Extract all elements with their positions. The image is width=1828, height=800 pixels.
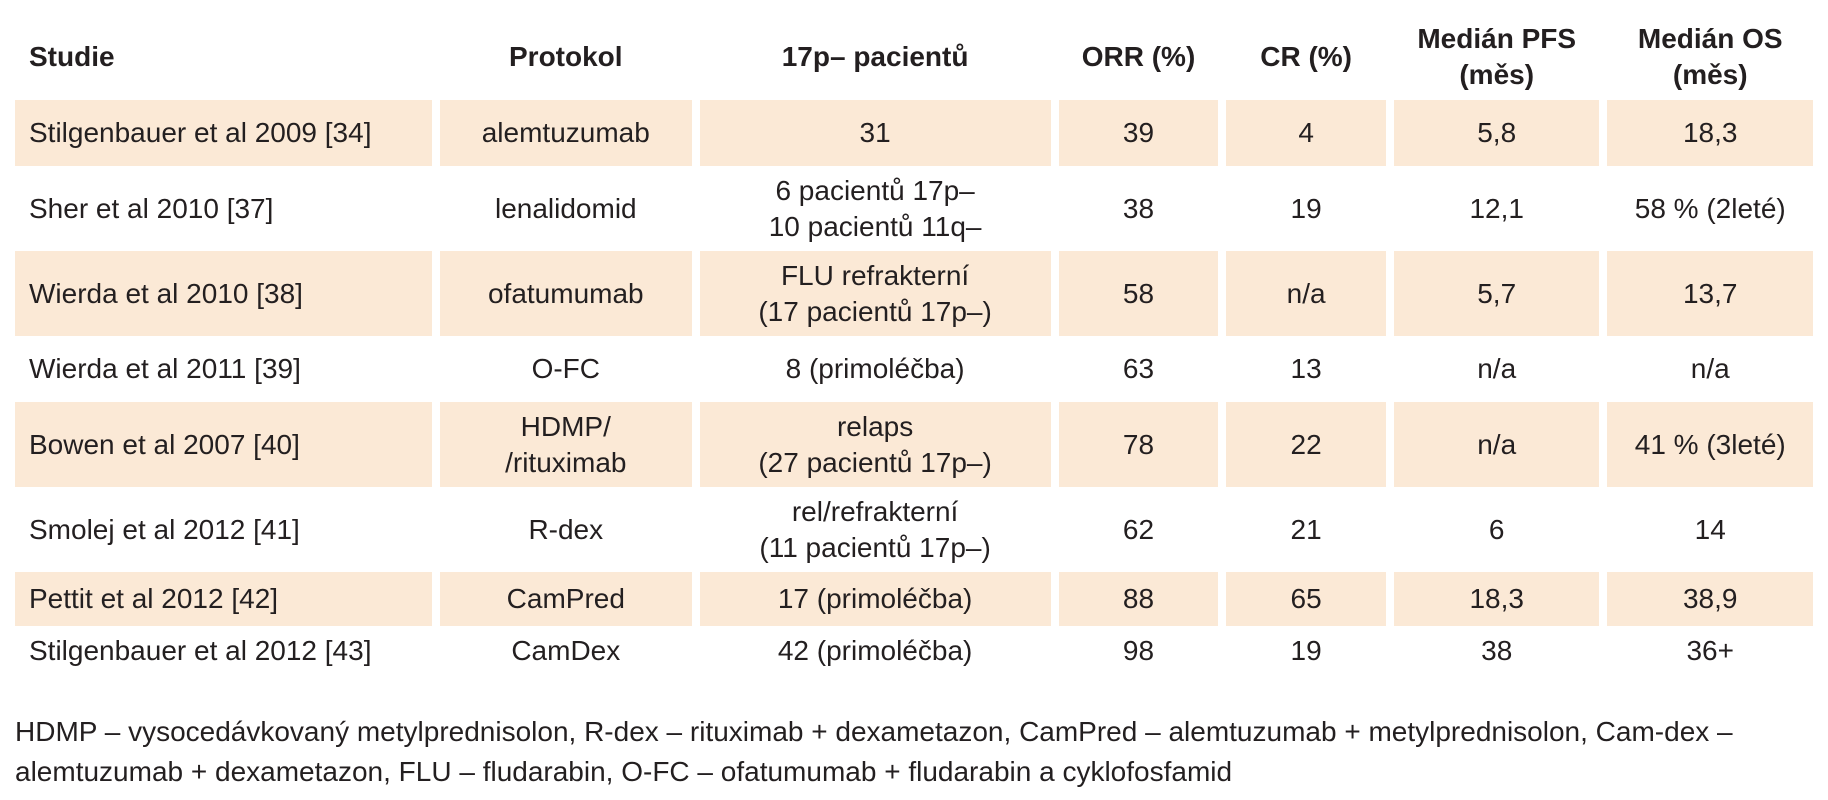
header-os: Medián OS (měs) (1607, 14, 1813, 100)
cell-pacienti: 6 pacientů 17p– 10 pacientů 11q– (699, 166, 1051, 251)
cell-os: 41 % (3leté) (1607, 402, 1813, 487)
cell-studie: Bowen et al 2007 [40] (15, 402, 433, 487)
studies-table: Studie Protokol 17p– pacientů ORR (%) CR… (15, 14, 1813, 676)
cell-cr: 13 (1226, 336, 1386, 402)
cell-studie: Pettit et al 2012 [42] (15, 572, 433, 626)
cell-pacienti: rel/refrakterní (11 pacientů 17p–) (699, 487, 1051, 572)
table-row: Bowen et al 2007 [40] HDMP//rituximab re… (15, 402, 1813, 487)
cell-studie: Stilgenbauer et al 2009 [34] (15, 100, 433, 166)
cell-pacienti: 42 (primoléčba) (699, 626, 1051, 676)
cell-protokol: CamPred (440, 572, 692, 626)
cell-os: 38,9 (1607, 572, 1813, 626)
cell-orr: 58 (1058, 251, 1219, 336)
cell-pfs: 5,7 (1393, 251, 1600, 336)
header-orr: ORR (%) (1058, 14, 1219, 100)
table-row: Wierda et al 2010 [38] ofatumumab FLU re… (15, 251, 1813, 336)
table-row: Stilgenbauer et al 2012 [43] CamDex 42 (… (15, 626, 1813, 676)
header-studie: Studie (15, 14, 433, 100)
table-row: Stilgenbauer et al 2009 [34] alemtuzumab… (15, 100, 1813, 166)
cell-os: 18,3 (1607, 100, 1813, 166)
cell-cr: 21 (1226, 487, 1386, 572)
cell-cr: 22 (1226, 402, 1386, 487)
cell-os: 14 (1607, 487, 1813, 572)
cell-studie: Wierda et al 2011 [39] (15, 336, 433, 402)
table-row: Smolej et al 2012 [41] R-dex rel/refrakt… (15, 487, 1813, 572)
table-row: Wierda et al 2011 [39] O-FC 8 (primoléčb… (15, 336, 1813, 402)
cell-cr: 4 (1226, 100, 1386, 166)
header-protokol: Protokol (440, 14, 692, 100)
table-row: Pettit et al 2012 [42] CamPred 17 (primo… (15, 572, 1813, 626)
cell-os: 13,7 (1607, 251, 1813, 336)
cell-orr: 98 (1058, 626, 1219, 676)
cell-pacienti: relaps (27 pacientů 17p–) (699, 402, 1051, 487)
cell-pfs: 6 (1393, 487, 1600, 572)
cell-protokol: O-FC (440, 336, 692, 402)
cell-pacienti: 31 (699, 100, 1051, 166)
cell-studie: Sher et al 2010 [37] (15, 166, 433, 251)
cell-protokol: R-dex (440, 487, 692, 572)
cell-pfs: 12,1 (1393, 166, 1600, 251)
cell-os: n/a (1607, 336, 1813, 402)
header-pfs: Medián PFS (měs) (1393, 14, 1600, 100)
cell-pfs: 5,8 (1393, 100, 1600, 166)
table-header-row: Studie Protokol 17p– pacientů ORR (%) CR… (15, 14, 1813, 100)
cell-pacienti: 8 (primoléčba) (699, 336, 1051, 402)
cell-studie: Stilgenbauer et al 2012 [43] (15, 626, 433, 676)
cell-orr: 62 (1058, 487, 1219, 572)
header-cr: CR (%) (1226, 14, 1386, 100)
cell-pfs: 38 (1393, 626, 1600, 676)
cell-protokol: ofatumumab (440, 251, 692, 336)
cell-pfs: 18,3 (1393, 572, 1600, 626)
table-footnote: HDMP – vysocedávkovaný metylprednisolon,… (15, 716, 1733, 787)
cell-studie: Wierda et al 2010 [38] (15, 251, 433, 336)
cell-cr: 65 (1226, 572, 1386, 626)
cell-pacienti: 17 (primoléčba) (699, 572, 1051, 626)
cell-protokol: CamDex (440, 626, 692, 676)
cell-orr: 38 (1058, 166, 1219, 251)
cell-cr: n/a (1226, 251, 1386, 336)
cell-pfs: n/a (1393, 402, 1600, 487)
cell-orr: 78 (1058, 402, 1219, 487)
cell-orr: 63 (1058, 336, 1219, 402)
cell-os: 58 % (2leté) (1607, 166, 1813, 251)
cell-os: 36+ (1607, 626, 1813, 676)
cell-orr: 88 (1058, 572, 1219, 626)
cell-protokol: HDMP//rituximab (440, 402, 692, 487)
cell-studie: Smolej et al 2012 [41] (15, 487, 433, 572)
cell-protokol: lenalidomid (440, 166, 692, 251)
cell-cr: 19 (1226, 626, 1386, 676)
cell-cr: 19 (1226, 166, 1386, 251)
cell-orr: 39 (1058, 100, 1219, 166)
cell-pfs: n/a (1393, 336, 1600, 402)
table-row: Sher et al 2010 [37] lenalidomid 6 pacie… (15, 166, 1813, 251)
cell-pacienti: FLU refrakterní (17 pacientů 17p–) (699, 251, 1051, 336)
header-pacienti: 17p– pacientů (699, 14, 1051, 100)
cell-protokol: alemtuzumab (440, 100, 692, 166)
